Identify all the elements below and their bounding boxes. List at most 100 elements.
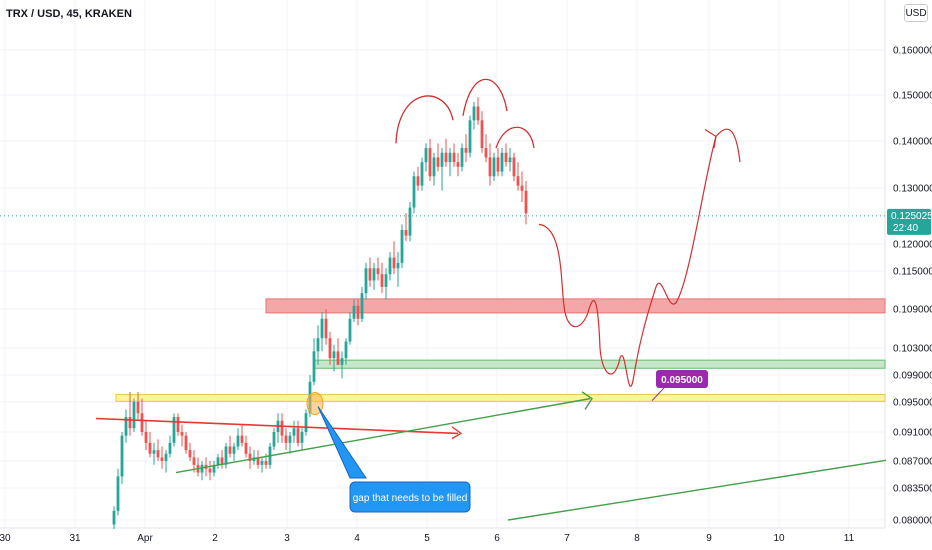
candle-body [172,417,176,443]
candle-body [512,157,516,177]
candle-body [376,268,380,275]
candle-body [132,402,136,429]
time-tick-label: 8 [634,533,640,544]
candle-body [472,106,476,121]
candle-body [340,358,344,365]
candle-body [364,268,368,294]
candle-body [356,305,360,319]
candle-body [216,457,220,465]
time-tick-label: 5 [424,533,430,544]
drawings-layer: gap that needs to be filled 0.095000 [0,78,887,521]
candle-body [224,446,228,465]
candle-body [352,305,356,319]
candle-body [128,417,132,429]
time-tick-label: 10 [773,533,785,544]
price-tick-label: 0.080000 [893,516,932,527]
price-tick-label: 0.140000 [893,137,932,148]
candle-body [416,176,420,186]
candle-body [236,435,240,447]
current-price-label-box [887,208,931,235]
candle-body [336,351,340,365]
candle-body [388,257,392,275]
time-tick-label: 31 [69,533,81,544]
price-tick-label: 0.130000 [893,184,932,195]
candle-body [320,318,324,339]
target-label: 0.095000 [661,375,703,386]
candle-body [344,341,348,359]
candle-body [228,446,232,454]
candle-body [280,420,284,436]
candle-body [300,432,304,443]
price-axis: 0.160000 0.150000 0.140000 0.130000 0.120000… [887,46,932,527]
candle-body [332,351,336,359]
candle-body [176,417,180,432]
candle-body [272,432,276,447]
candle-body [120,435,124,477]
trendline-green-arrowhead [581,391,593,410]
candle-body [284,435,288,443]
candle-body [420,162,424,186]
price-tick-label: 0.083500 [893,484,932,495]
callout-box [349,481,471,513]
candle-body [244,442,248,454]
candle-body [152,450,156,454]
right-shoulder-arc [495,126,535,149]
candle-body [412,176,416,208]
candle-body [180,432,184,436]
current-price-value: 0.125025 [891,211,932,222]
zones-layer [115,298,886,402]
symbol-label: TRX / USD, 45, KRAKEN [6,8,132,20]
candle-body [248,453,252,461]
candle-body [488,157,492,177]
candle-body [324,318,328,339]
head-arc [462,78,508,116]
price-tick-label: 0.087000 [893,457,932,468]
candle-body [160,457,164,461]
time-tick-label: 4 [354,533,360,544]
candle-body [400,230,404,263]
candle-body [500,152,504,172]
candle-body [168,442,172,454]
candle-body [164,453,168,461]
time-tick-label: 9 [706,533,712,544]
resistance-zone-red [265,298,886,314]
candle-body [524,190,528,214]
candle-body [448,152,452,163]
currency-button[interactable]: USD [904,4,928,22]
candle-body [220,457,224,465]
candle-body [208,468,212,473]
price-tick-label: 0.109000 [893,305,932,316]
callout-text: gap that needs to be filled [353,493,468,504]
target-label-box [656,370,708,388]
price-tick-label: 0.120000 [893,240,932,251]
callout-pointer [317,406,367,479]
candle-body [212,464,216,473]
candle-body [456,162,460,167]
candle-body [184,435,188,451]
time-tick-label: 11 [844,533,855,544]
time-tick-label: 30 [0,533,11,544]
candle-body [428,148,432,177]
support-zone-yellow [115,394,886,402]
price-tick-label: 0.099000 [893,371,932,382]
time-tick-label: Apr [137,533,153,544]
candle-body [432,157,436,177]
candle-body [200,464,204,473]
target-label-pointer [651,387,665,401]
candle-body [480,120,484,149]
candle-body [396,262,400,269]
projected-path-arrowhead [704,128,717,149]
price-tick-label: 0.115000 [893,267,932,278]
price-tick-label: 0.095000 [893,398,932,409]
candle-body [260,461,264,465]
candle-body [360,293,364,319]
candle-body [476,106,480,121]
candle-body [464,148,468,153]
candle-body [240,435,244,443]
candle-body [188,450,192,458]
candle-body [156,450,160,458]
time-tick-label: 6 [494,533,500,544]
time-tick-label: 3 [284,533,290,544]
candle-body [484,148,488,158]
